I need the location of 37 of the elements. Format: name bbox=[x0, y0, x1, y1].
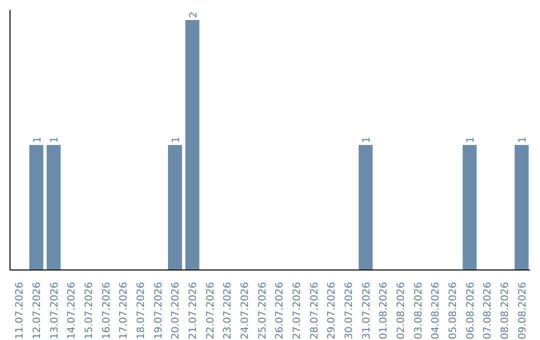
x-tick-label: 27.07.2026 bbox=[292, 282, 303, 340]
x-tick-label: 08.08.2026 bbox=[500, 282, 511, 340]
x-tick-label: 01.08.2026 bbox=[378, 282, 390, 340]
x-tick-label: 04.08.2026 bbox=[430, 282, 442, 340]
data-label: 1 bbox=[362, 136, 373, 143]
x-tick-label: 29.07.2026 bbox=[326, 282, 338, 340]
x-tick-label: 25.07.2026 bbox=[257, 282, 268, 340]
x-tick-label: 11.07.2026 bbox=[14, 282, 26, 340]
x-tick-label: 07.08.2026 bbox=[482, 282, 494, 340]
data-label: 1 bbox=[171, 136, 182, 143]
x-tick-label: 21.07.2026 bbox=[188, 282, 199, 340]
x-tick-label: 19.07.2026 bbox=[153, 282, 164, 340]
x-tick-label: 28.07.2026 bbox=[309, 282, 320, 340]
x-tick-label: 20.07.2026 bbox=[170, 282, 182, 340]
x-tick-label: 22.07.2026 bbox=[205, 282, 216, 340]
data-label: 1 bbox=[466, 136, 477, 143]
x-tick-label: 26.07.2026 bbox=[274, 282, 286, 340]
data-label: 1 bbox=[50, 136, 61, 143]
x-tick-label: 16.07.2026 bbox=[101, 282, 112, 340]
data-label: 1 bbox=[518, 136, 529, 143]
x-tick-label: 06.08.2026 bbox=[465, 282, 476, 340]
x-tick-label: 30.07.2026 bbox=[344, 282, 355, 340]
x-tick-label: 15.07.2026 bbox=[84, 282, 95, 340]
x-tick-label: 12.07.2026 bbox=[32, 282, 43, 340]
x-tick-label: 09.08.2026 bbox=[517, 282, 528, 340]
x-tick-label: 05.08.2026 bbox=[448, 282, 459, 340]
x-tick-label: 24.07.2026 bbox=[240, 282, 251, 340]
x-tick-label: 17.07.2026 bbox=[118, 282, 130, 340]
x-tick-label: 13.07.2026 bbox=[49, 282, 60, 340]
x-tick-label: 03.08.2026 bbox=[413, 282, 424, 340]
data-label: 1 bbox=[32, 136, 44, 143]
x-tick-label: 18.07.2026 bbox=[136, 282, 147, 340]
x-tick-label: 14.07.2026 bbox=[66, 282, 78, 340]
x-tick-label: 23.07.2026 bbox=[222, 282, 234, 340]
data-label: 2 bbox=[188, 12, 200, 18]
x-tick-label: 02.08.2026 bbox=[396, 282, 407, 340]
x-tick-label: 31.07.2026 bbox=[361, 282, 372, 340]
